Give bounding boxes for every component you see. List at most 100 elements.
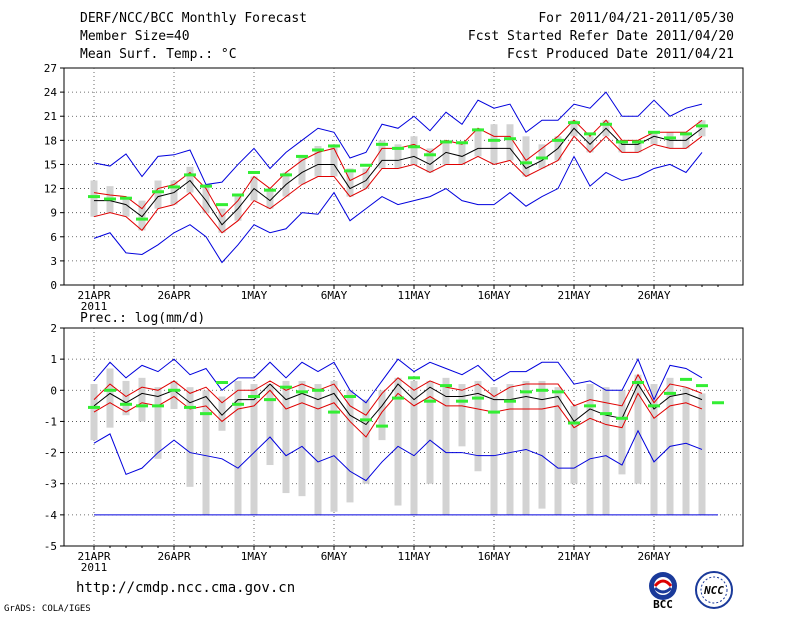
panel1-ytick-label: 15 (44, 158, 57, 171)
panel1-xtick-label: 21APR (77, 289, 110, 302)
panel2-spread-box (362, 399, 370, 484)
panel2-spread-box (602, 387, 610, 515)
panel2-spread-box (522, 380, 530, 515)
panel1-spread-box (186, 166, 194, 193)
panel2-q75-line (93, 373, 703, 416)
panel2-spread-box (442, 377, 450, 515)
panel1-xtick-label: 21MAY (557, 289, 590, 302)
panel1-xtick-label: 16MAY (477, 289, 510, 302)
panel1-spread-box (410, 136, 418, 165)
panel1-spread-box (266, 188, 274, 209)
grads-credit: GrADS: COLA/IGES (4, 604, 91, 614)
panel1-spread-box (122, 196, 130, 217)
panel2-spread-box (298, 380, 306, 497)
panel1-spread-box (634, 140, 642, 153)
panel2-ytick-label: -4 (44, 509, 58, 522)
panel2-spread-box (266, 384, 274, 466)
produced-date: Fcst Produced Date 2011/04/21 (507, 47, 734, 62)
panel2-xtick-label: 16MAY (477, 550, 510, 563)
panel2-spread-box (154, 387, 162, 459)
panel1-spread-box (522, 136, 530, 177)
panel1-ytick-label: 27 (44, 62, 57, 75)
precip-panel-label: Prec.: log(mm/d) (80, 311, 206, 326)
panel1-spread-box (394, 144, 402, 169)
panel2-ytick-label: -3 (44, 478, 57, 491)
ncc-logo: NCC (695, 571, 733, 609)
panel1-max-line (93, 91, 703, 186)
panel2-ytick-label: -1 (44, 415, 57, 428)
panel2-spread-box (282, 380, 290, 494)
panel1-spread-box (538, 144, 546, 169)
panel2-xtick-label: 26APR (157, 550, 190, 563)
panel2-spread-box (378, 390, 386, 441)
panel2-spread-box (394, 377, 402, 506)
panel1-ytick-label: 6 (50, 231, 57, 244)
panel2-max-line (93, 357, 703, 404)
panel2-spread-box (490, 387, 498, 515)
panel2-spread-box (474, 380, 482, 472)
panel2-spread-box (650, 384, 658, 515)
refer-date: Fcst Started Refer Date 2011/04/20 (467, 29, 734, 44)
panel1-ytick-label: 0 (50, 279, 57, 292)
source-url[interactable]: http://cmdp.ncc.cma.gov.cn (76, 580, 296, 596)
panel2-spread-box (570, 405, 578, 484)
panel2-xtick-label: 21APR (77, 550, 110, 563)
panel1-spread-box (506, 124, 514, 161)
panel2-xtick-label: 6MAY (321, 550, 348, 563)
panel2-ytick-label: -5 (44, 540, 57, 553)
bcc-logo-text: BCC (653, 598, 673, 610)
panel2-ytick-label: 1 (50, 353, 57, 366)
panel1-spread-box (618, 140, 626, 153)
panel2-xtick-year: 2011 (81, 561, 108, 574)
ncc-logo-text: NCC (703, 584, 724, 597)
panel1-spread-box (426, 148, 434, 173)
panel1-spread-box (330, 144, 338, 177)
panel1-spread-box (346, 168, 354, 197)
panel2-frame (63, 327, 744, 547)
panel2-spread-box (426, 380, 434, 484)
panel1-spread-box (234, 194, 242, 221)
panel1-spread-box (218, 208, 226, 233)
panel1-spread-box (474, 128, 482, 157)
panel2-spread-box (138, 377, 146, 422)
panel1-spread-box (138, 200, 146, 231)
panel2-spread-box (682, 387, 690, 515)
panel1-ytick-label: 21 (44, 110, 57, 123)
panel2-spread-box (234, 380, 242, 515)
panel2-spread-box (314, 384, 322, 515)
panel1-xtick-label: 1MAY (241, 289, 268, 302)
panel2-xtick-label: 11MAY (397, 550, 430, 563)
panel1-median-line (94, 127, 703, 226)
panel1-xtick-label: 26APR (157, 289, 190, 302)
member-size: Member Size=40 (80, 29, 190, 44)
panel2-spread-box (218, 396, 226, 431)
panel1-spread-box (458, 142, 466, 165)
chart-title: DERF/NCC/BCC Monthly Forecast (80, 11, 307, 26)
panel1-spread-box (362, 168, 370, 189)
panel2-spread-box (330, 380, 338, 512)
panel2-spread-box (586, 384, 594, 515)
panel2-spread-box (538, 380, 546, 509)
panel2-spread-box (634, 374, 642, 484)
panel1-xtick-year: 2011 (81, 300, 108, 313)
panel1-spread-box (314, 145, 322, 177)
panel1-spread-box (698, 120, 706, 137)
panel1-xtick-label: 6MAY (321, 289, 348, 302)
panel2-spread-box (346, 390, 354, 503)
panel2-spread-box (170, 380, 178, 409)
panel1-ytick-label: 9 (50, 207, 57, 220)
panel2-min-line (93, 429, 703, 482)
panel2-xtick-label: 21MAY (557, 550, 590, 563)
panel1-spread-box (490, 124, 498, 165)
panel2-spread-box (458, 384, 466, 447)
panel1-xtick-label: 26MAY (637, 289, 670, 302)
panel1-xtick-label: 11MAY (397, 289, 430, 302)
panel2-spread-box (250, 384, 258, 515)
panel1-min-line (93, 152, 703, 264)
panel2-spread-box (202, 390, 210, 515)
panel2-spread-box (618, 390, 626, 475)
panel2-spread-box (506, 384, 514, 515)
panel1-ytick-label: 3 (50, 255, 57, 268)
